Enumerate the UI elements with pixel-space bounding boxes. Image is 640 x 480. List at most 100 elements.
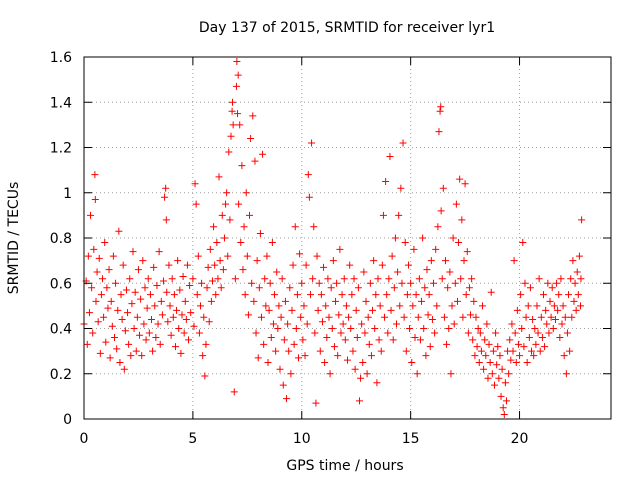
data-point: [132, 347, 140, 355]
data-point: [213, 239, 221, 247]
data-point: [496, 352, 504, 360]
data-point: [426, 343, 434, 351]
data-point: [411, 334, 419, 342]
data-point: [110, 334, 118, 342]
data-point: [541, 343, 549, 351]
data-point: [518, 325, 526, 332]
data-point: [281, 297, 289, 305]
data-point: [100, 313, 108, 321]
data-point: [238, 162, 246, 170]
data-point: [409, 302, 417, 310]
data-point: [301, 352, 309, 360]
data-point: [155, 248, 163, 256]
data-point: [133, 313, 141, 321]
data-point: [183, 261, 191, 269]
data-point: [415, 275, 423, 283]
data-point: [443, 340, 451, 348]
data-point: [168, 275, 176, 283]
data-point: [151, 302, 159, 310]
x-tick-label: 10: [293, 431, 311, 447]
data-point: [437, 207, 445, 215]
data-point: [386, 153, 394, 161]
data-point: [355, 397, 363, 405]
data-point: [420, 325, 428, 332]
data-point: [342, 302, 350, 310]
data-point: [379, 211, 387, 219]
data-point: [517, 291, 525, 299]
data-point: [502, 397, 510, 405]
data-point: [539, 291, 547, 299]
data-point: [312, 399, 320, 407]
data-point: [458, 216, 466, 224]
data-point: [327, 284, 335, 292]
data-point: [376, 302, 384, 310]
data-point: [506, 336, 514, 344]
data-point: [310, 223, 318, 231]
data-point: [349, 347, 357, 355]
data-point: [428, 315, 436, 323]
data-point: [324, 275, 332, 283]
data-point: [163, 288, 171, 296]
data-point: [220, 234, 228, 242]
data-point: [511, 329, 519, 337]
data-point: [419, 234, 427, 242]
data-point: [492, 329, 500, 337]
x-tick-label: 0: [80, 431, 89, 447]
data-point: [164, 318, 172, 326]
data-point: [531, 325, 539, 332]
data-point: [438, 275, 446, 283]
data-point: [558, 320, 566, 328]
data-point: [96, 349, 104, 357]
data-point: [206, 245, 214, 253]
data-point: [306, 291, 314, 299]
data-point: [447, 370, 455, 378]
data-point: [288, 306, 296, 314]
data-point: [444, 284, 452, 292]
data-point: [144, 275, 152, 283]
data-point: [124, 309, 132, 317]
data-point: [431, 329, 439, 337]
data-point: [493, 361, 501, 369]
data-point: [109, 252, 117, 260]
data-point: [427, 257, 435, 265]
data-point: [293, 291, 301, 299]
data-point: [276, 365, 284, 373]
data-point: [571, 279, 579, 287]
data-point: [391, 234, 399, 242]
data-point: [254, 354, 262, 362]
data-point: [129, 248, 137, 256]
data-point: [332, 297, 340, 305]
data-point: [529, 315, 537, 323]
data-point: [198, 279, 206, 287]
data-point: [495, 374, 503, 382]
data-point: [134, 266, 142, 274]
data-point: [138, 352, 146, 360]
data-point: [200, 313, 208, 321]
data-point: [396, 302, 404, 310]
data-point: [474, 325, 482, 332]
data-point: [104, 304, 112, 312]
data-point: [457, 275, 465, 283]
data-point: [149, 347, 157, 355]
data-point: [560, 352, 568, 360]
data-point: [297, 313, 305, 321]
data-point: [383, 291, 391, 299]
data-point: [180, 329, 188, 337]
data-point: [87, 211, 95, 219]
data-point: [470, 297, 478, 305]
y-tick-label: 0: [63, 412, 72, 428]
data-point: [574, 291, 582, 299]
data-point: [140, 320, 148, 328]
data-point: [424, 311, 432, 319]
data-point: [367, 352, 375, 360]
data-point: [175, 325, 183, 332]
data-point: [115, 227, 123, 235]
data-point: [193, 291, 201, 299]
data-point: [559, 302, 567, 310]
data-point: [465, 284, 473, 292]
data-point: [522, 313, 530, 321]
data-point: [437, 103, 445, 111]
data-point: [323, 334, 331, 342]
data-point: [548, 284, 556, 292]
data-point: [385, 275, 393, 283]
